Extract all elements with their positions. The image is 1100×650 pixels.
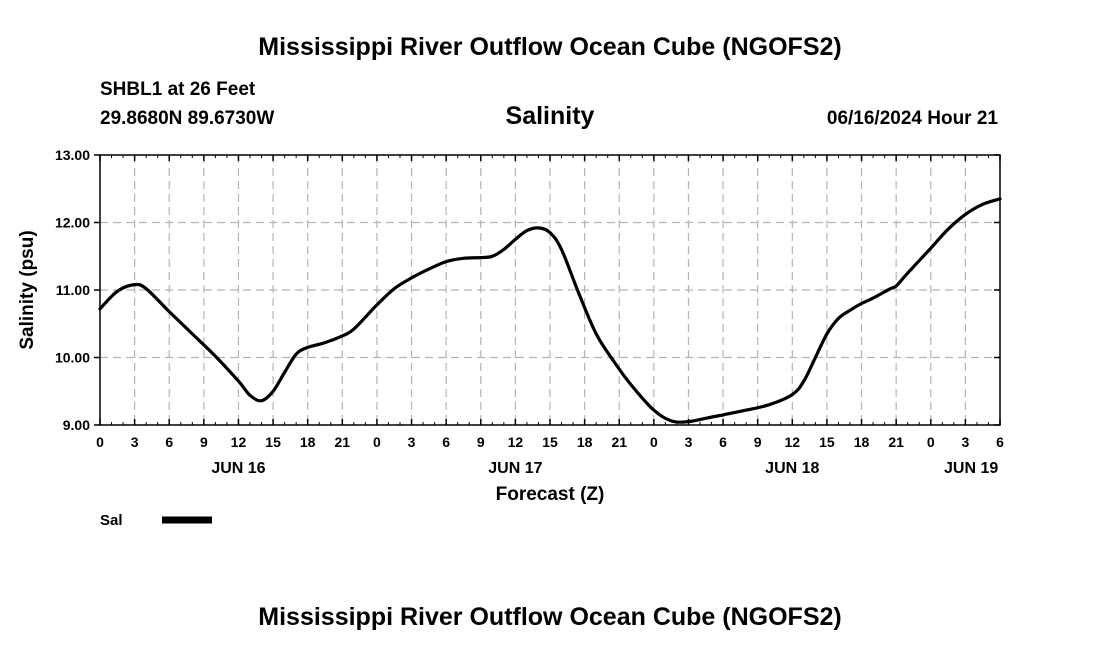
y-axis-title: Salinity (psu) [17,230,38,349]
x-tick-label: 0 [96,434,104,450]
x-tick-label: 3 [408,434,416,450]
x-tick-label: 9 [754,434,762,450]
x-tick-label: 15 [265,434,281,450]
x-tick-label: 12 [785,434,801,450]
grid-lines [100,155,1000,425]
y-tick-label: 13.00 [55,147,90,163]
chart-title: Mississippi River Outflow Ocean Cube (NG… [258,33,841,61]
day-label: JUN 16 [211,460,265,477]
x-tick-label: 6 [442,434,450,450]
x-tick-label: 15 [542,434,558,450]
footer-title: Mississippi River Outflow Ocean Cube (NG… [258,603,841,631]
y-tick-label: 10.00 [55,350,90,366]
y-tick-label: 9.00 [63,417,90,433]
x-axis-ticks: 0 3 6 9 12 15 18 21 0 3 6 9 12 15 18 21 0 3 6 9 12 15 18 21 0 3 6 [96,155,1004,450]
x-tick-label: 6 [996,434,1004,450]
x-axis-title: Forecast (Z) [496,484,605,505]
coordinates-label: 29.8680N 89.6730W [100,108,274,129]
x-tick-label: 21 [888,434,904,450]
day-labels: JUN 16 JUN 17 JUN 18 JUN 19 [211,460,998,477]
x-tick-label: 6 [165,434,173,450]
day-label: JUN 19 [944,460,998,477]
y-tick-label: 12.00 [55,215,90,231]
variable-title: Salinity [506,102,595,130]
x-tick-label: 21 [335,434,351,450]
legend-label: Sal [100,512,123,529]
legend: Sal [100,512,212,529]
datetime-label: 06/16/2024 Hour 21 [827,108,999,129]
x-tick-label: 3 [961,434,969,450]
series-layer [98,197,1002,424]
day-label: JUN 17 [488,460,542,477]
y-tick-label: 11.00 [56,282,90,298]
x-tick-label: 18 [577,434,593,450]
x-tick-label: 18 [300,434,316,450]
x-tick-label: 12 [231,434,247,450]
x-tick-label: 6 [719,434,727,450]
x-tick-label: 18 [854,434,870,450]
series-line-sal [98,197,1002,424]
x-tick-label: 3 [131,434,139,450]
x-tick-label: 12 [508,434,524,450]
x-tick-label: 0 [373,434,381,450]
x-tick-label: 15 [819,434,835,450]
x-tick-label: 9 [477,434,485,450]
x-tick-label: 3 [685,434,693,450]
station-label: SHBL1 at 26 Feet [100,79,256,100]
x-tick-label: 0 [650,434,658,450]
day-label: JUN 18 [765,460,819,477]
y-axis-ticks: 9.00 10.00 11.00 12.00 13.00 [55,147,1000,433]
x-tick-label: 21 [611,434,627,450]
x-tick-label: 9 [200,434,208,450]
x-tick-label: 0 [927,434,935,450]
